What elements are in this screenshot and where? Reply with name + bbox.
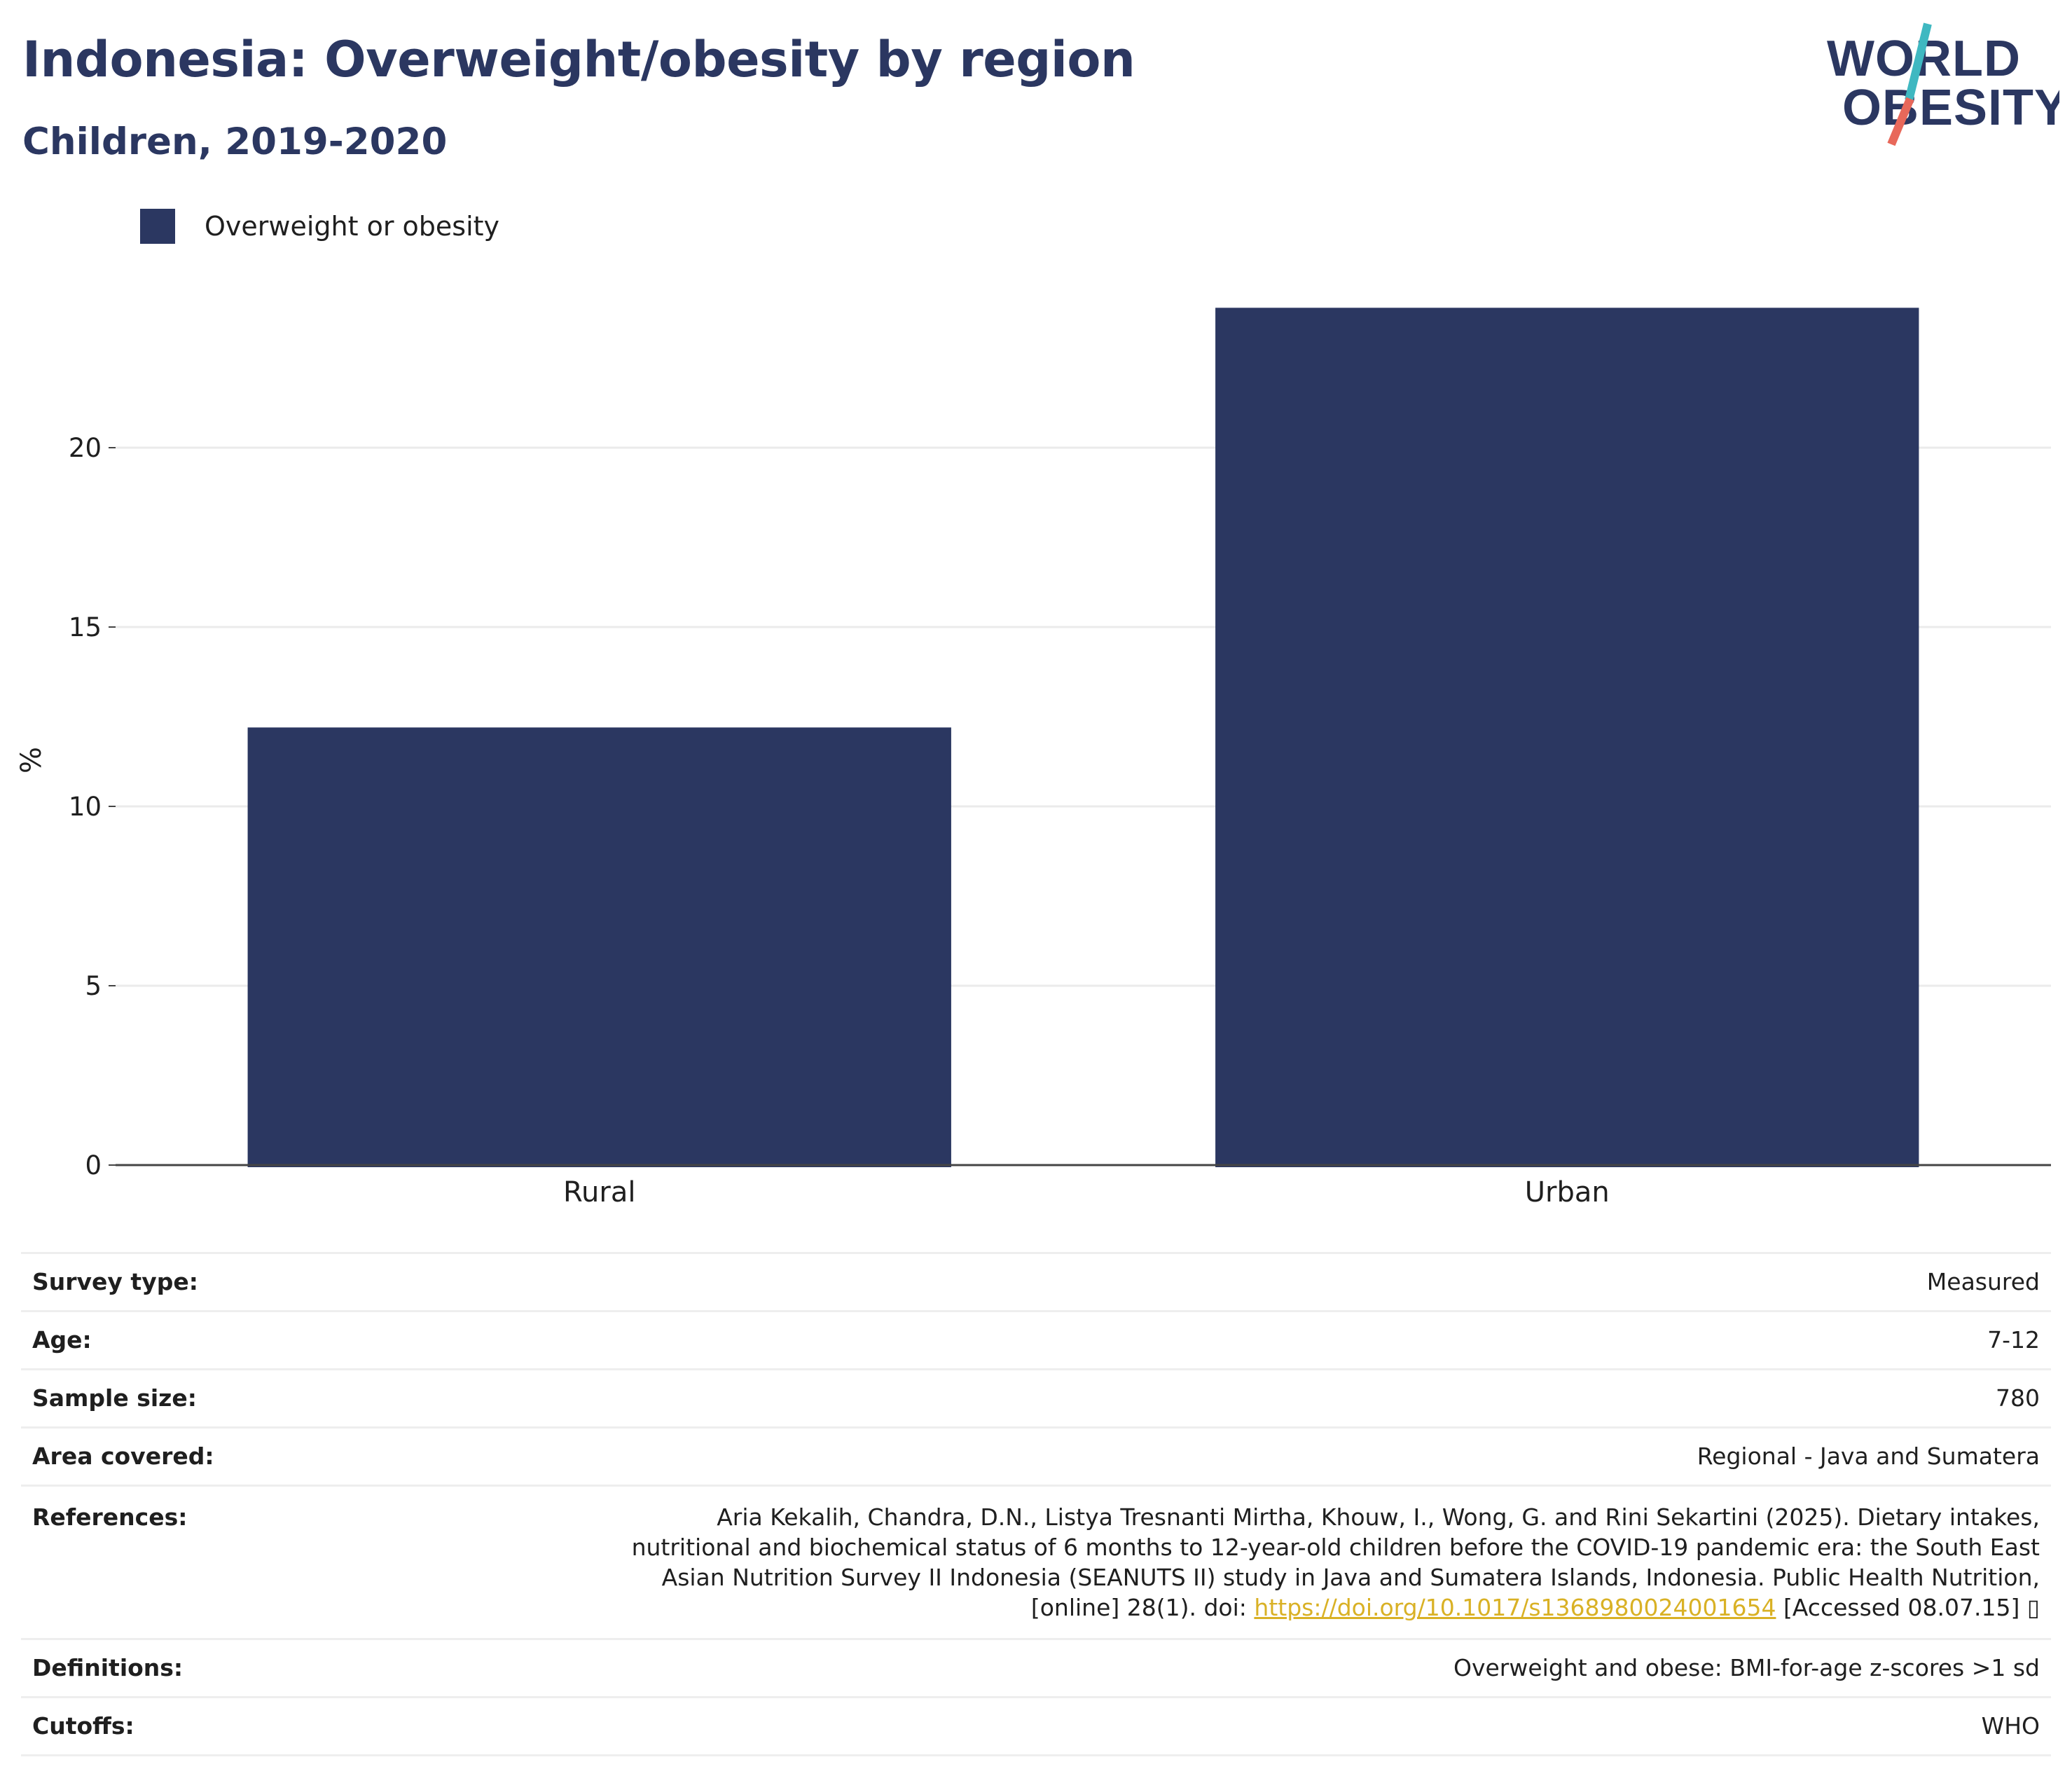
meta-value: Regional - Java and Sumatera bbox=[1697, 1443, 2040, 1470]
doi-link[interactable]: https://doi.org/10.1017/s136898002400165… bbox=[1254, 1594, 1776, 1621]
legend-swatch bbox=[140, 209, 175, 244]
legend-label: Overweight or obesity bbox=[205, 211, 500, 242]
x-tick-label: Urban bbox=[1525, 1176, 1610, 1209]
meta-key: Age: bbox=[32, 1326, 92, 1354]
y-tick-label: 15 bbox=[69, 612, 102, 642]
meta-value: Aria Kekalih, Chandra, D.N., Listya Tres… bbox=[324, 1486, 2051, 1639]
meta-value: 780 bbox=[1996, 1384, 2040, 1412]
legend[interactable]: Overweight or obesity bbox=[140, 209, 499, 244]
meta-value: Overweight and obese: BMI-for-age z-scor… bbox=[1453, 1654, 2040, 1681]
meta-row-age: Age: 7-12 bbox=[21, 1311, 2051, 1370]
chart-title: Indonesia: Overweight/obesity by region bbox=[22, 31, 1135, 88]
meta-row-cutoffs: Cutoffs: WHO bbox=[21, 1697, 2051, 1756]
meta-value: WHO bbox=[1981, 1712, 2040, 1740]
meta-value: Measured bbox=[1926, 1268, 2040, 1295]
logo-line2: OBESITY bbox=[1842, 80, 2059, 136]
y-tick-label: 20 bbox=[69, 433, 102, 463]
y-tick-label: 0 bbox=[85, 1150, 102, 1180]
bar-chart: 0 5 10 15 20 Rural Urban % bbox=[15, 308, 2051, 1209]
reference-text: Aria Kekalih, Chandra, D.N., Listya Tres… bbox=[631, 1503, 2040, 1621]
logo-slash-teal bbox=[1905, 22, 1932, 102]
meta-key: Definitions: bbox=[32, 1654, 184, 1681]
meta-key: Sample size: bbox=[32, 1384, 197, 1412]
x-tick-label: Rural bbox=[563, 1176, 635, 1209]
bar-rural[interactable] bbox=[247, 727, 951, 1167]
logo-slash-coral bbox=[1887, 97, 1914, 146]
meta-row-references: References: Aria Kekalih, Chandra, D.N.,… bbox=[21, 1485, 2051, 1639]
meta-value: 7-12 bbox=[1987, 1326, 2040, 1354]
meta-key: References: bbox=[32, 1503, 188, 1531]
meta-row-definitions: Definitions: Overweight and obese: BMI-f… bbox=[21, 1639, 2051, 1698]
chart-subtitle: Children, 2019-2020 bbox=[22, 121, 448, 163]
axis-layer: 0 5 10 15 20 Rural Urban bbox=[69, 433, 2051, 1209]
bars-layer bbox=[247, 308, 1919, 1167]
meta-row-area-covered: Area covered: Regional - Java and Sumate… bbox=[21, 1427, 2051, 1486]
meta-key: Area covered: bbox=[32, 1443, 214, 1470]
reference-suffix: [Accessed 08.07.15] ▯ bbox=[1783, 1594, 2040, 1621]
meta-key: Cutoffs: bbox=[32, 1712, 134, 1740]
metadata-table: Survey type: Measured Age: 7-12 Sample s… bbox=[21, 1252, 2051, 1756]
meta-key: Survey type: bbox=[32, 1268, 198, 1295]
bar-urban[interactable] bbox=[1215, 308, 1919, 1167]
y-tick-label: 10 bbox=[69, 792, 102, 822]
meta-row-survey-type: Survey type: Measured bbox=[21, 1253, 2051, 1312]
meta-row-sample-size: Sample size: 780 bbox=[21, 1369, 2051, 1428]
world-obesity-logo: WORLD OBESITY bbox=[1821, 20, 2068, 153]
y-axis-label: % bbox=[15, 747, 48, 773]
reference-block: Aria Kekalih, Chandra, D.N., Listya Tres… bbox=[597, 1502, 2040, 1623]
y-tick-label: 5 bbox=[85, 971, 102, 1001]
